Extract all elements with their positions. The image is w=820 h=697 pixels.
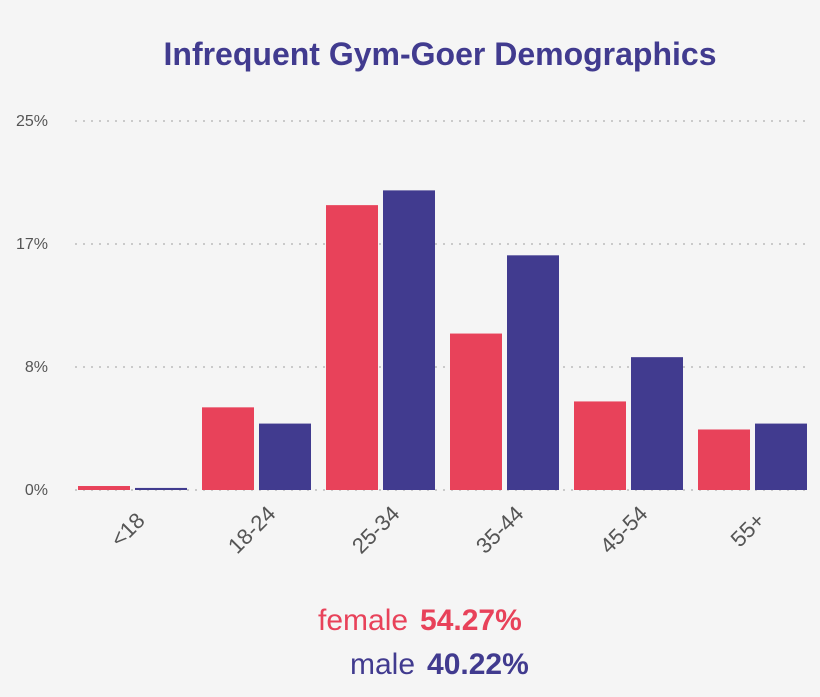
y-tick-label: 25% (16, 113, 48, 130)
bar-female (202, 407, 254, 490)
x-tick-label: <18 (106, 508, 150, 552)
chart-title: Infrequent Gym-Goer Demographics (163, 36, 717, 72)
legend-female: female 54.27% (318, 604, 522, 638)
legend-male-value: 40.22% (427, 648, 529, 681)
x-tick-label: 35-44 (471, 501, 528, 558)
legend-male: male 40.22% (350, 648, 529, 682)
bar-male (383, 190, 435, 490)
bar-male (259, 423, 311, 490)
x-tick-label: 18-24 (223, 501, 280, 558)
bar-male (755, 423, 807, 490)
y-tick-label: 17% (16, 236, 48, 253)
y-tick-label: 8% (25, 359, 48, 376)
x-tick-label: 45-54 (595, 501, 652, 558)
bar-female (574, 401, 626, 490)
bar-male (135, 487, 187, 490)
legend-male-label: male (350, 648, 416, 681)
x-tick-label: 55+ (726, 508, 770, 552)
bar-female (450, 333, 502, 490)
legend-female-value: 54.27% (420, 604, 522, 637)
bar-female (698, 429, 750, 490)
bar-male (631, 357, 683, 490)
y-tick-label: 0% (25, 482, 48, 499)
bar-chart: 0% 8% 17% 25% <18 18-24 25-34 35-44 45-54 55+ (16, 113, 810, 558)
bar-male (507, 255, 559, 490)
bar-female (326, 205, 378, 490)
legend-female-label: female (318, 604, 409, 637)
bar-female (78, 486, 130, 490)
x-tick-label: 25-34 (347, 501, 404, 558)
